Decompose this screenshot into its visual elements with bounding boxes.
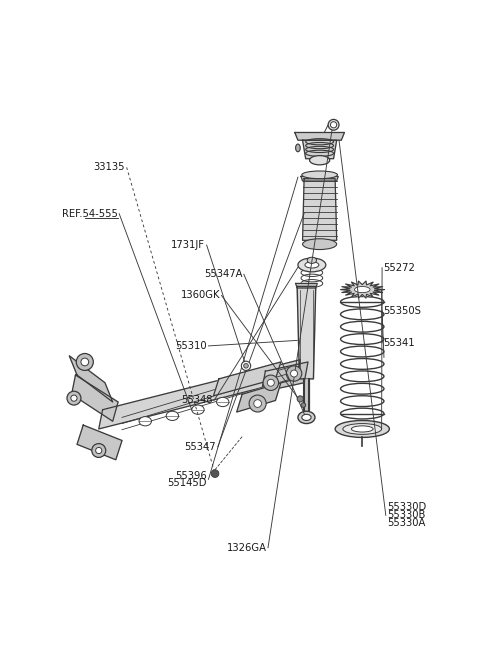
Polygon shape xyxy=(237,383,281,412)
Ellipse shape xyxy=(81,358,89,365)
Text: REF.54-555: REF.54-555 xyxy=(62,209,118,219)
Text: 55396: 55396 xyxy=(175,470,207,481)
Circle shape xyxy=(244,364,248,368)
Text: 55348: 55348 xyxy=(181,396,213,405)
Polygon shape xyxy=(302,140,336,159)
Ellipse shape xyxy=(340,396,384,407)
Ellipse shape xyxy=(67,391,81,405)
Ellipse shape xyxy=(92,443,106,457)
Polygon shape xyxy=(301,176,338,181)
Circle shape xyxy=(328,119,339,130)
Polygon shape xyxy=(72,375,118,421)
Text: 55330A: 55330A xyxy=(387,519,426,529)
Circle shape xyxy=(301,403,306,407)
Ellipse shape xyxy=(139,417,152,426)
Polygon shape xyxy=(99,360,300,429)
Text: 55347: 55347 xyxy=(185,441,216,452)
Text: 1360GK: 1360GK xyxy=(180,290,220,301)
Ellipse shape xyxy=(340,383,384,394)
Text: 55330D: 55330D xyxy=(387,502,427,512)
Ellipse shape xyxy=(351,426,373,432)
Circle shape xyxy=(211,470,219,477)
Polygon shape xyxy=(214,362,281,396)
Ellipse shape xyxy=(216,398,229,407)
Ellipse shape xyxy=(340,358,384,369)
Circle shape xyxy=(297,396,303,402)
Ellipse shape xyxy=(263,375,278,390)
Ellipse shape xyxy=(76,354,93,371)
Ellipse shape xyxy=(307,257,316,263)
Ellipse shape xyxy=(340,309,384,320)
Ellipse shape xyxy=(298,258,326,272)
Ellipse shape xyxy=(302,415,311,421)
Circle shape xyxy=(330,122,336,128)
Ellipse shape xyxy=(340,334,384,345)
Text: 55341: 55341 xyxy=(384,338,415,348)
Ellipse shape xyxy=(310,156,330,165)
Polygon shape xyxy=(77,425,122,460)
Ellipse shape xyxy=(71,395,77,402)
Text: 1731JF: 1731JF xyxy=(171,240,205,250)
Text: 55350S: 55350S xyxy=(384,306,421,316)
Polygon shape xyxy=(295,132,345,140)
Ellipse shape xyxy=(166,411,179,421)
Text: 55330B: 55330B xyxy=(387,510,426,520)
Ellipse shape xyxy=(340,408,384,419)
Ellipse shape xyxy=(249,395,266,412)
Ellipse shape xyxy=(302,171,337,179)
Ellipse shape xyxy=(192,405,204,415)
Text: 55347A: 55347A xyxy=(204,269,242,279)
Polygon shape xyxy=(302,179,336,240)
Ellipse shape xyxy=(340,322,384,332)
Text: 1326GA: 1326GA xyxy=(227,542,266,553)
Ellipse shape xyxy=(267,379,274,386)
Polygon shape xyxy=(304,379,309,409)
Text: 55272: 55272 xyxy=(384,263,416,272)
Polygon shape xyxy=(340,281,384,298)
Ellipse shape xyxy=(286,365,302,381)
Ellipse shape xyxy=(340,346,384,357)
Polygon shape xyxy=(69,356,113,402)
Ellipse shape xyxy=(302,239,336,250)
Ellipse shape xyxy=(298,411,315,424)
Polygon shape xyxy=(297,286,316,379)
Ellipse shape xyxy=(254,400,262,407)
Ellipse shape xyxy=(290,370,298,377)
Ellipse shape xyxy=(296,144,300,152)
Ellipse shape xyxy=(355,286,370,293)
Ellipse shape xyxy=(340,371,384,382)
Circle shape xyxy=(241,361,251,371)
Text: 55310: 55310 xyxy=(175,341,207,351)
Polygon shape xyxy=(296,284,317,288)
Ellipse shape xyxy=(96,447,102,454)
Ellipse shape xyxy=(343,424,382,434)
Text: 33135: 33135 xyxy=(94,162,125,172)
Polygon shape xyxy=(262,362,308,392)
Ellipse shape xyxy=(335,421,389,438)
Ellipse shape xyxy=(305,262,319,268)
Ellipse shape xyxy=(340,297,384,307)
Text: 55145D: 55145D xyxy=(168,478,207,488)
